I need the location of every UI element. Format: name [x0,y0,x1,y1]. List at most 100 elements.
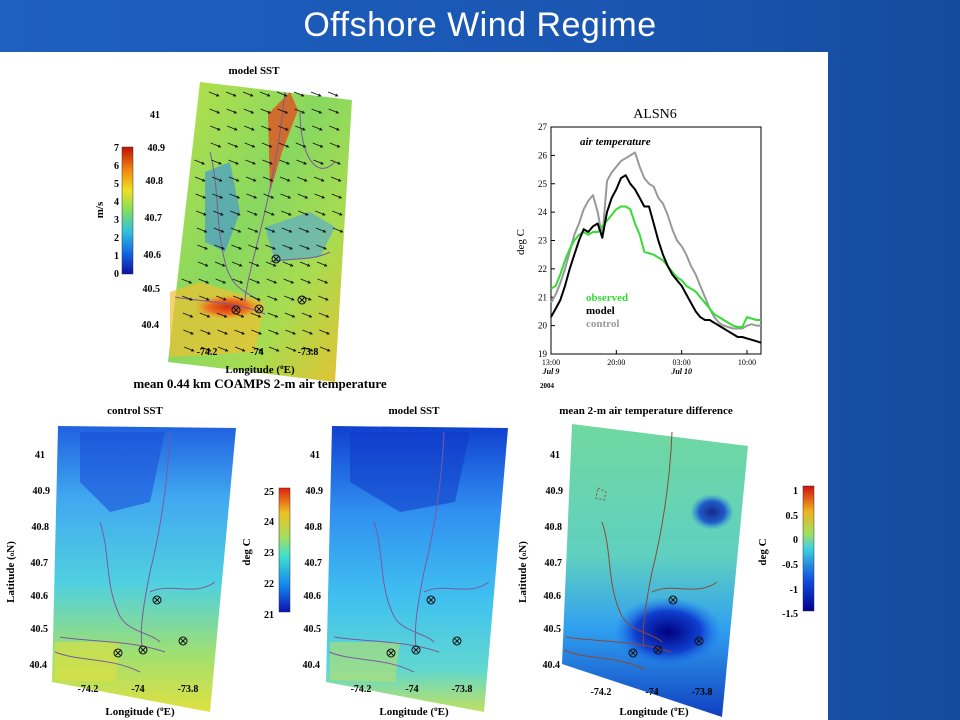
wind-vector [242,91,254,97]
wind-vector [293,91,305,97]
lon-tick: -74 [131,684,144,695]
lat-tick: 40.7 [305,558,323,569]
model-map-coastline [328,431,490,673]
wind-vector [211,176,223,182]
chart-legend: observed model control [586,292,628,330]
colorbar-tick: -0.5 [782,560,798,571]
chart-series [550,151,762,344]
wind-vector [231,244,242,250]
chart-annotation: air temperature [580,136,651,148]
station-marker [426,595,436,605]
wind-map-title: model SST [228,65,280,77]
control-lat-ticks: 41 40.9 40.8 40.7 40.6 40.5 40.4 [30,450,51,671]
lat-tick: 40.5 [143,284,161,295]
wind-vector [244,142,256,148]
wind-vector [197,244,208,250]
wind-vector [329,125,340,131]
lat-tick: 40.9 [306,486,324,497]
wind-map-river-jet [268,92,298,192]
wind-vector [328,108,340,114]
wind-vector [268,346,280,352]
diff-map-field [562,424,748,717]
station-marker [694,636,704,646]
control-map-coastline [54,431,216,673]
y-tick-label: 20 [538,321,548,331]
station-marker [254,304,264,314]
control-map-title: control SST [107,405,163,417]
wind-vector [234,346,246,352]
wind-vector [331,193,343,199]
x-tick-time: 13:00 [542,358,560,367]
wind-colorbar-label: m/s [94,201,106,218]
wind-vector [229,193,241,199]
wind-vector [245,159,256,165]
wind-vector [281,227,293,233]
wind-vector [318,295,329,301]
wind-vector [214,244,225,250]
wind-vector [285,329,296,335]
wind-vector [211,159,222,165]
wind-vector-field [181,91,344,352]
wind-vector [330,159,341,165]
wind-vector [266,278,278,284]
lat-tick: 41 [550,450,560,461]
wind-vector [230,227,242,233]
lat-tick: 40.7 [31,558,49,569]
diff-map-cold-anomaly [613,597,723,667]
wind-vector [310,91,322,97]
wind-vector [243,108,255,114]
y-tick-label: 23 [538,236,548,246]
wind-vector [329,142,341,148]
diff-map-title: mean 2-m air temperature difference [559,405,733,417]
colorbar-tick: -1.5 [782,609,798,620]
lat-tick: 40.4 [543,660,561,671]
wind-vector [319,329,330,335]
wind-vector [332,210,343,216]
colorbar-tick: 25 [264,487,274,498]
wind-vector [200,329,211,335]
station-marker [231,305,241,315]
wind-vector [300,278,312,284]
diff-lat-ticks: 41 40.9 40.8 40.7 40.6 40.5 40.4 [543,450,564,671]
diff-map-coastline [563,431,718,671]
station-marker [178,636,188,646]
wind-vector [311,108,323,114]
lat-tick: 40.6 [31,591,49,602]
lat-tick: 40.4 [303,660,321,671]
wind-vector [208,91,220,97]
wind-vector [302,346,314,352]
wind-vector [250,312,262,318]
model-sst-map: model SST 41 40.9 40.8 40.7 40.6 40.5 40… [303,405,508,718]
legend-control: control [586,318,619,330]
lon-tick: -74 [250,347,263,358]
wind-vector [279,159,290,165]
lat-tick: 40.9 [546,486,564,497]
y-tick-label: 27 [538,122,548,132]
wind-map-land-area-2 [265,212,335,262]
colorbar-tick: -1 [790,585,798,596]
wind-vector [260,108,272,114]
wind-vector [197,261,209,267]
colorbar-tick: 21 [264,610,274,621]
wind-vector [225,91,237,97]
wind-vector [182,295,193,301]
station-marker [411,645,421,655]
wind-vector [279,176,291,182]
wind-vector [262,159,273,165]
station-marker [113,648,123,658]
wind-vector [315,210,326,216]
sst-colorbar-ticks: 21 22 23 24 25 [264,487,274,621]
diff-lon-ticks: -74.2 -74 -73.8 [591,687,713,698]
lat-tick: 40.6 [304,591,322,602]
wind-vector [245,176,257,182]
x-tick-time: 20:00 [607,358,625,367]
wind-vector [251,329,262,335]
wind-vector [268,329,279,335]
sst-colorbar-bar [278,487,291,613]
model-map-cool-zone [350,432,470,512]
diff-map-cold-anomaly-2 [690,494,734,530]
wind-vector [213,227,225,233]
colorbar-tick: 0 [793,535,798,546]
wind-vector [227,142,239,148]
